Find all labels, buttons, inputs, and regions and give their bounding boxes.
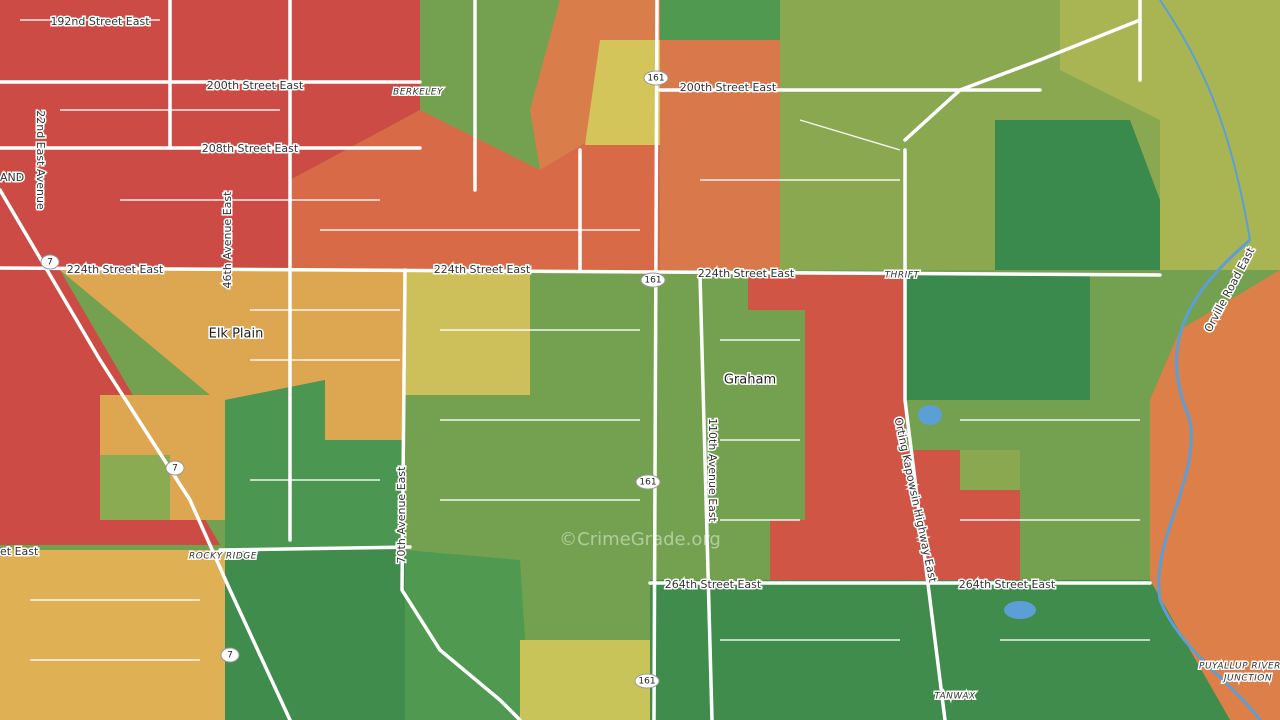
street-label: 200th Street East <box>680 81 777 94</box>
street-label: 22nd East Avenue <box>34 110 47 210</box>
street-label: 46th Avenue East <box>221 191 234 289</box>
route-shield: 7 <box>47 258 53 268</box>
place-label: TANWAX <box>934 692 976 702</box>
route-shield: 7 <box>227 651 233 661</box>
place-label: THRIFT <box>885 271 921 281</box>
street-label: 264th Street East <box>959 578 1056 591</box>
watermark: ©CrimeGrade.org <box>559 529 721 550</box>
route-shield: 161 <box>638 677 655 687</box>
street-label: 224th Street East <box>698 267 795 280</box>
route-shield: 161 <box>639 478 656 488</box>
route-shields: 7 7 7 161 161 161 161 <box>40 70 669 689</box>
place-label: PUYALLUP RIVER <box>1199 662 1280 672</box>
street-label: et East <box>0 545 39 558</box>
place-label: Graham <box>724 373 776 388</box>
street-label: 200th Street East <box>207 79 304 92</box>
street-label: AND <box>0 171 24 184</box>
street-label: 110th Avenue East <box>706 418 719 523</box>
street-label: 224th Street East <box>67 263 164 276</box>
street-label: 224th Street East <box>434 263 531 276</box>
place-label: ROCKY RIDGE <box>189 552 257 562</box>
route-shield: 7 <box>172 464 178 474</box>
place-label: BERKELEY <box>393 88 444 98</box>
route-shield: 161 <box>644 276 661 286</box>
route-shield: 161 <box>647 74 664 84</box>
street-label: 264th Street East <box>665 578 762 591</box>
street-label: 70th Avenue East <box>395 466 408 564</box>
place-label: JUNCTION <box>1222 674 1272 684</box>
street-label: 208th Street East <box>202 142 299 155</box>
place-label: Elk Plain <box>209 327 264 342</box>
street-label: 192nd Street East <box>50 15 150 28</box>
